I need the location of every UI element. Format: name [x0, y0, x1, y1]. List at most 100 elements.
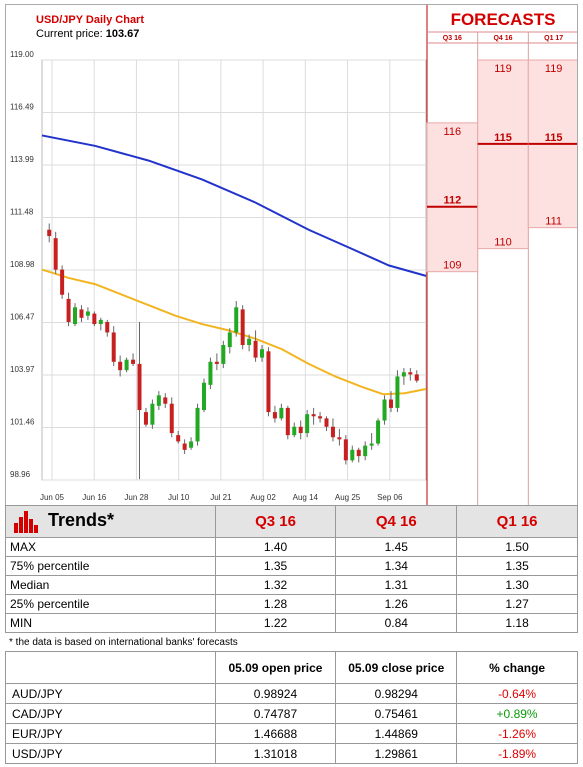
forecast-range-box [477, 59, 529, 250]
trends-row-label: MIN [5, 613, 216, 633]
y-tick-label: 101.46 [10, 418, 35, 427]
trends-table: Trends* Q3 16 Q4 16 Q1 16 MAX 1.40 1.45 1.5… [5, 505, 578, 633]
trends-cell: 1.35 [214, 556, 337, 576]
pair-label: EUR/JPY [5, 723, 216, 744]
forecast-min-label: 110 [494, 237, 512, 249]
y-tick-label: 116.49 [10, 103, 34, 112]
candle-body [369, 443, 374, 446]
candle-body [208, 361, 213, 385]
pair-label: USD/JPY [5, 743, 216, 764]
trends-cell: 1.28 [214, 594, 337, 614]
candle-body [124, 359, 129, 371]
candle-body [350, 449, 355, 461]
candle-body [285, 407, 290, 436]
forecast-max-label: 119 [494, 63, 512, 75]
y-tick-label: 98.96 [10, 470, 31, 479]
trends-cell: 1.31 [335, 575, 458, 595]
candle-body [92, 313, 97, 325]
y-tick-label: 119.00 [10, 50, 34, 59]
candle-body [118, 361, 123, 371]
x-tick-label: Jun 28 [124, 493, 149, 502]
candle-body [66, 298, 71, 322]
change-value: +0.89% [456, 703, 578, 724]
candle-body [195, 407, 200, 442]
prices-col-header: 05.09 open price [214, 651, 337, 684]
trends-title: Trends* [48, 510, 115, 531]
change-value: -0.64% [456, 683, 578, 704]
prices-col-header [5, 651, 216, 684]
x-tick-label: Jul 10 [168, 493, 190, 502]
candle-body [111, 332, 116, 362]
x-tick-label: Aug 02 [250, 493, 276, 502]
candle-body [73, 307, 78, 325]
candle-body [247, 338, 252, 346]
prices-row: AUD/JPY 0.98924 0.98294 -0.64% [5, 683, 578, 704]
candle-body [363, 445, 368, 457]
candle-body [240, 309, 245, 346]
candle-body [343, 439, 348, 461]
forecasts-title: FORECASTS [451, 10, 556, 29]
forecast-col-label: Q4 16 [493, 35, 512, 42]
trends-cell: 1.50 [456, 537, 578, 557]
moving-average-slow [41, 134, 427, 277]
trends-row-label: Median [5, 575, 216, 595]
candle-body [253, 340, 258, 358]
x-tick-label: Jun 16 [82, 493, 107, 502]
chart-title: USD/JPY Daily Chart [36, 14, 145, 26]
forecast-col-label: Q1 17 [544, 35, 563, 42]
candle-body [221, 345, 226, 364]
trends-row-label: 25% percentile [5, 594, 216, 614]
candle-body [189, 441, 194, 448]
candle-body [305, 414, 310, 434]
trends-col-header: Q1 16 [456, 505, 578, 538]
trends-row: MIN 1.22 0.84 1.18 [5, 613, 578, 633]
trends-cell: 1.32 [214, 575, 337, 595]
candle-body [169, 403, 174, 434]
prices-row: EUR/JPY 1.46688 1.44869 -1.26% [5, 723, 578, 744]
trends-col-header: Q4 16 [335, 505, 458, 538]
chart-header: USD/JPY Daily Chart Current price: 103.6… [36, 13, 144, 41]
y-tick-label: 103.97 [10, 365, 35, 374]
candle-body [143, 412, 148, 425]
x-tick-label: Aug 25 [335, 493, 361, 502]
trends-cell: 1.30 [456, 575, 578, 595]
bar-chart-icon [14, 510, 38, 533]
candle-body [414, 374, 419, 381]
prices-header-row: 05.09 open price 05.09 close price % cha… [5, 651, 578, 684]
prices-table: 05.09 open price 05.09 close price % cha… [5, 651, 578, 764]
candle-body [376, 420, 381, 444]
candle-body [214, 361, 219, 364]
candle-body [137, 363, 142, 410]
forecast-min-label: 111 [545, 216, 562, 228]
trends-header-row: Trends* Q3 16 Q4 16 Q1 16 [5, 505, 578, 538]
forecast-col-label: Q3 16 [443, 35, 462, 42]
trends-cell: 1.35 [456, 556, 578, 576]
candle-body [163, 397, 168, 404]
close-price: 0.75461 [335, 703, 458, 724]
candle-body [105, 321, 110, 333]
candle-body [234, 307, 239, 333]
trends-cell: 1.26 [335, 594, 458, 614]
y-tick-label: 111.48 [10, 208, 34, 217]
forecast-median-label: 112 [443, 195, 461, 207]
candle-body [53, 238, 58, 270]
candle-body [318, 416, 323, 419]
chart-canvas: 119.00 116.49 113.99 111.48 108.98 106.47 103.… [10, 5, 577, 505]
pair-label: AUD/JPY [5, 683, 216, 704]
candle-body [266, 351, 271, 413]
trends-footnote: * the data is based on international ban… [9, 637, 238, 648]
candle-body [272, 412, 277, 419]
y-tick-label: 113.99 [10, 155, 34, 164]
forecast-max-label: 119 [545, 63, 563, 75]
trends-row: Median 1.32 1.31 1.30 [5, 575, 578, 595]
candle-body [311, 414, 316, 417]
trends-cell: 1.27 [456, 594, 578, 614]
open-price: 0.74787 [214, 703, 337, 724]
trends-cell: 1.34 [335, 556, 458, 576]
prices-row: USD/JPY 1.31018 1.29861 -1.89% [5, 743, 578, 764]
trends-col-header: Q3 16 [214, 505, 337, 538]
close-price: 0.98294 [335, 683, 458, 704]
candle-body [388, 399, 393, 408]
candle-body [150, 403, 155, 425]
moving-average-fast [41, 268, 427, 396]
